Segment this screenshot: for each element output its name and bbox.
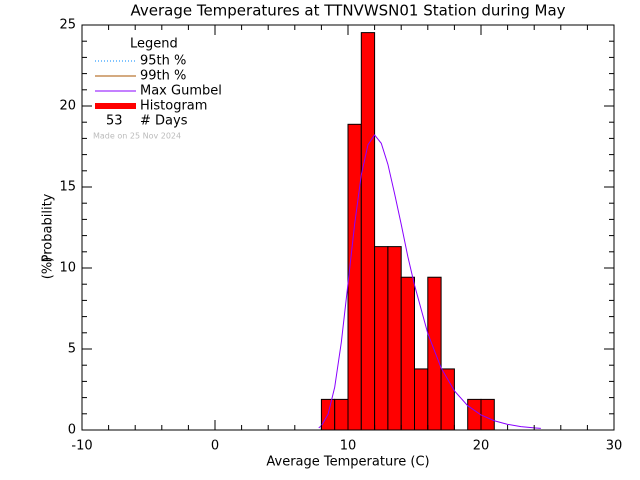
gumbel-curve <box>318 134 541 429</box>
x-axis-label: Average Temperature (C) <box>266 455 429 470</box>
x-tick-label: -10 <box>71 439 92 454</box>
y-axis-label: Probability <box>41 193 56 262</box>
y-tick-label: 5 <box>68 342 76 357</box>
y-tick-label: 15 <box>59 180 76 195</box>
histogram-bar <box>347 123 362 431</box>
legend-label: 99th % <box>140 69 186 84</box>
histogram-bar <box>440 368 455 431</box>
legend-label: 95th % <box>140 54 186 69</box>
x-tick-label: 0 <box>211 439 219 454</box>
days-count: 53 <box>106 114 123 129</box>
histogram-bar <box>334 398 349 431</box>
legend-label: Histogram <box>140 99 207 114</box>
made-note: Made on 25 Nov 2024 <box>93 132 181 141</box>
x-tick-label: 20 <box>473 439 490 454</box>
histogram-bar <box>360 32 376 431</box>
histogram-bar <box>400 276 416 431</box>
x-tick-label: 30 <box>606 439 623 454</box>
chart-title: Average Temperatures at TTNVWSN01 Statio… <box>130 2 565 20</box>
histogram-bar <box>480 398 495 431</box>
legend-label: Max Gumbel <box>140 84 222 99</box>
days-label: # Days <box>140 114 188 129</box>
y-tick-label: 25 <box>59 18 76 33</box>
histogram-bar <box>414 368 429 431</box>
legend-title: Legend <box>130 37 178 52</box>
y-tick-label: 20 <box>59 99 76 114</box>
y-axis-label: (%) <box>41 257 56 280</box>
histogram-bar <box>387 246 402 431</box>
histogram-bar <box>467 398 482 431</box>
histogram-bar <box>427 276 442 431</box>
x-tick-label: 10 <box>340 439 357 454</box>
histogram-bar <box>374 246 389 431</box>
y-tick-label: 0 <box>68 423 76 438</box>
y-tick-label: 10 <box>59 261 76 276</box>
